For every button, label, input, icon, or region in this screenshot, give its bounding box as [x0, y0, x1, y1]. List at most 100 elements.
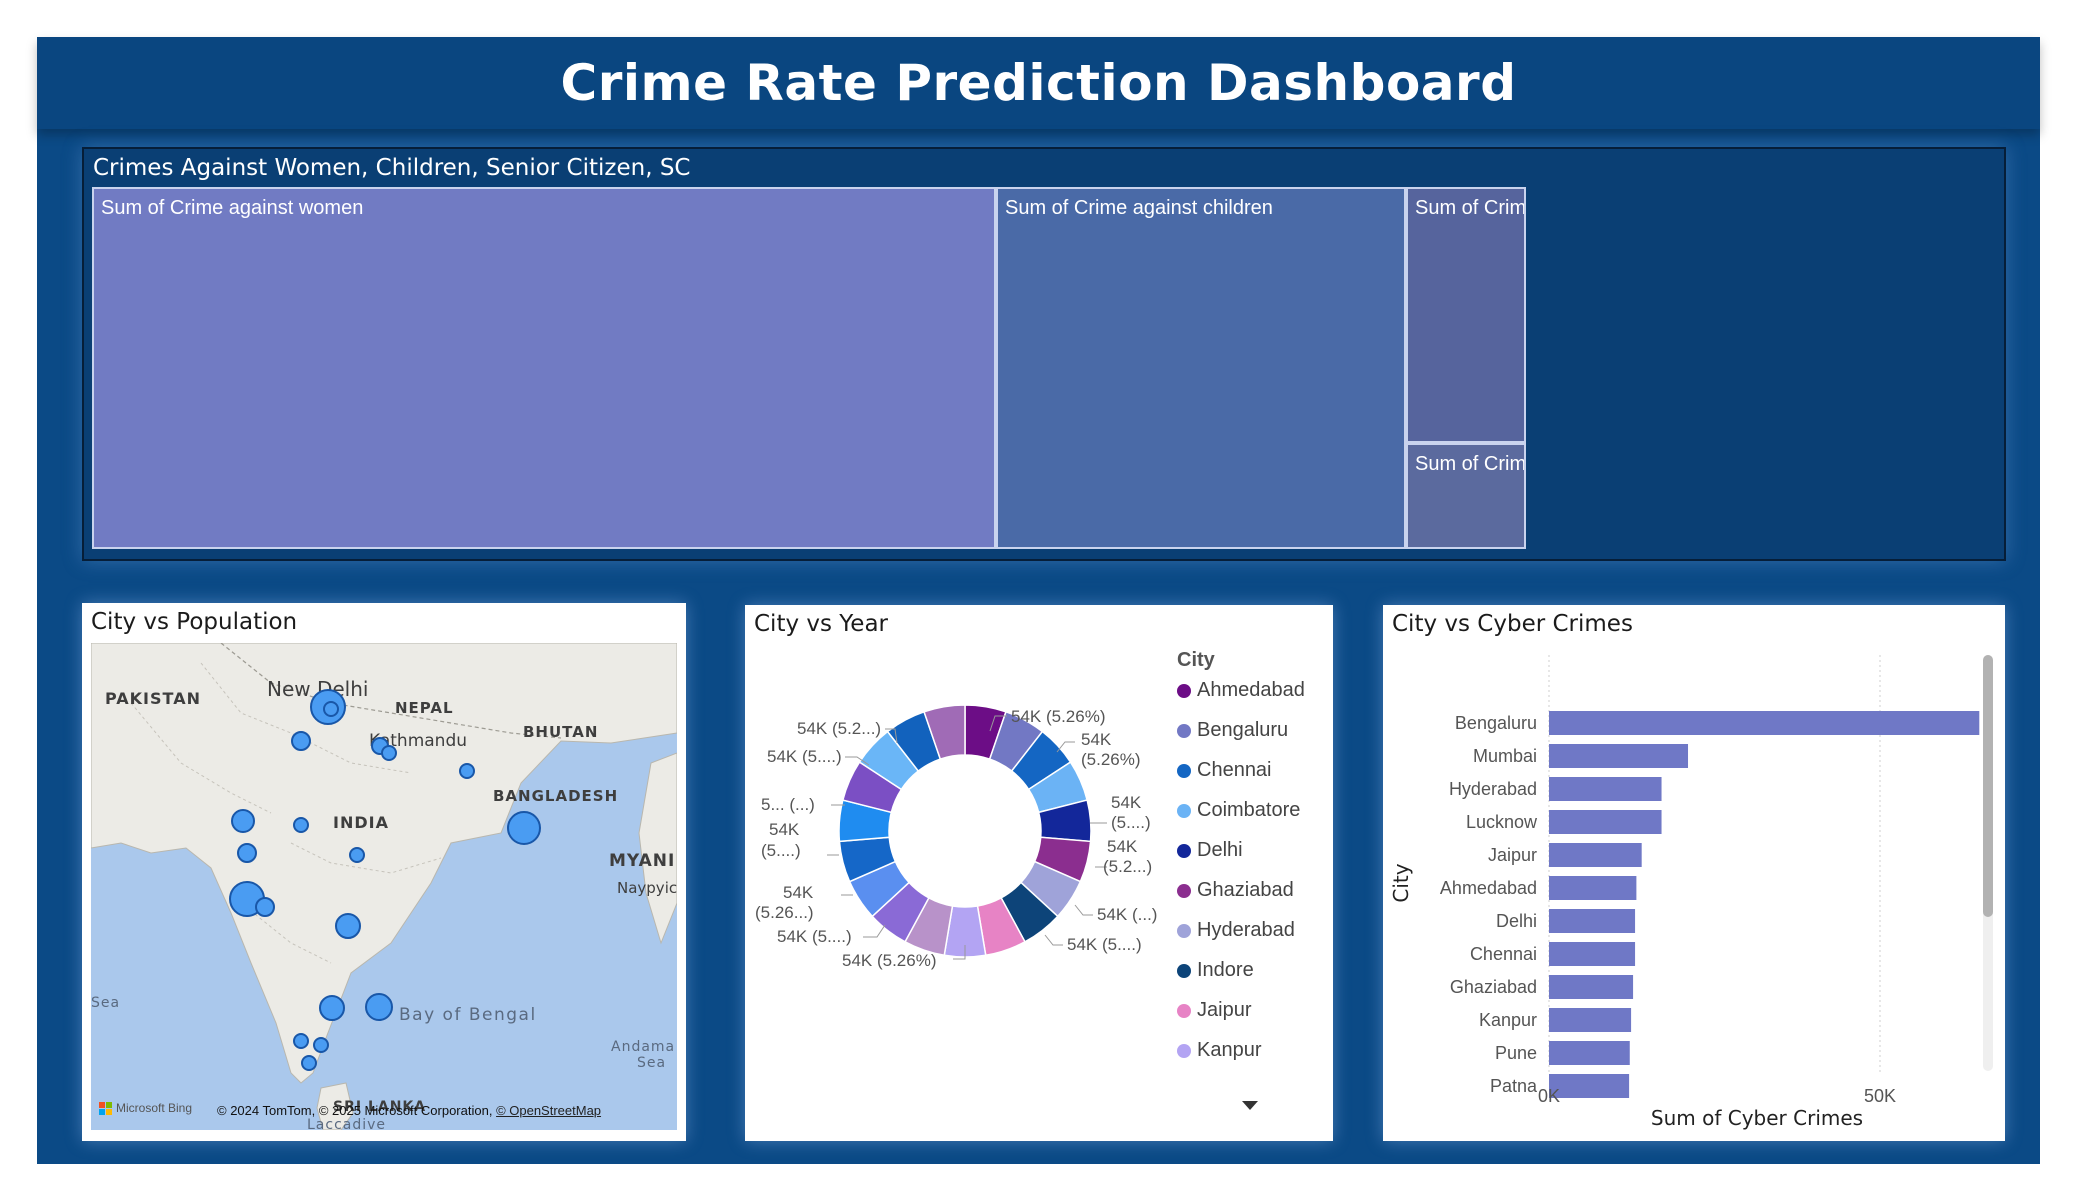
legend-label: Ahmedabad — [1197, 679, 1305, 701]
bar-scrollbar-track[interactable] — [1983, 655, 1993, 1071]
cyber-crimes-bar[interactable] — [1549, 975, 1634, 999]
city-bubble[interactable] — [255, 897, 275, 917]
legend-item[interactable]: Indore — [1177, 959, 1254, 982]
legend-label: Indore — [1197, 959, 1254, 981]
donut-data-label: (5.26%) — [1081, 750, 1141, 769]
map-label-andaman: Andama — [611, 1039, 676, 1055]
bing-label: Microsoft Bing — [116, 1101, 193, 1115]
tile-crime-against-women[interactable]: Sum of Crime against women — [92, 187, 996, 549]
legend-item[interactable]: Bengaluru — [1177, 719, 1288, 742]
legend-item[interactable]: Kanpur — [1177, 1039, 1262, 1062]
city-bubble[interactable] — [459, 763, 475, 779]
cyber-crimes-bar[interactable] — [1549, 711, 1980, 735]
city-bubble[interactable] — [291, 731, 311, 751]
city-bubble[interactable] — [335, 913, 361, 939]
tile-label: Sum of Crime against women — [101, 197, 364, 219]
cyber-crimes-bar[interactable] — [1549, 843, 1642, 867]
donut-visual[interactable]: City vs Year 54K (5.26%) 54K — [745, 605, 1333, 1141]
legend-item[interactable]: Delhi — [1177, 839, 1243, 862]
donut-segment[interactable] — [923, 704, 966, 761]
donut-data-label: 5... (...) — [761, 795, 815, 814]
legend-item[interactable]: Jaipur — [1177, 999, 1251, 1022]
city-bubble[interactable] — [231, 809, 255, 833]
y-category-label: Delhi — [1496, 911, 1537, 931]
city-bubble[interactable] — [323, 701, 339, 717]
legend-swatch — [1177, 803, 1191, 818]
legend-swatch — [1177, 963, 1191, 978]
y-category-label: Bengaluru — [1455, 713, 1537, 733]
map-label-laccadive: Laccadive — [307, 1117, 387, 1130]
legend-swatch — [1177, 923, 1191, 938]
legend-swatch — [1177, 883, 1191, 898]
donut-data-label: 54K — [783, 883, 814, 902]
donut-data-label: (5.2...) — [1103, 857, 1152, 876]
map-visual[interactable]: City vs Population PAKISTAN New Delhi NE… — [82, 603, 686, 1141]
city-bubble[interactable] — [349, 847, 365, 863]
map-label-naypyidaw: Naypyic — [617, 879, 677, 897]
cyber-crimes-bar[interactable] — [1549, 909, 1636, 933]
cyber-crimes-bar[interactable] — [1549, 1074, 1630, 1098]
map-attribution: © 2024 TomTom, © 2025 Microsoft Corporat… — [217, 1103, 601, 1118]
legend-item[interactable]: Chennai — [1177, 759, 1272, 782]
donut-data-label: 54K (5....) — [1067, 935, 1142, 954]
donut-data-labels: 54K (5.26%) 54K (5.26%) 54K (5....) 54K … — [755, 707, 1157, 970]
legend-scroll-down-icon[interactable] — [1242, 1101, 1258, 1110]
legend-swatch — [1177, 723, 1191, 738]
treemap-visual[interactable]: Crimes Against Women, Children, Senior C… — [82, 147, 2006, 561]
cyber-crimes-visual[interactable]: City vs Cyber Crimes Bengaluru Mumbai Hyde… — [1383, 605, 2005, 1141]
city-bubble[interactable] — [293, 1033, 309, 1049]
microsoft-logo-icon — [99, 1101, 112, 1115]
tile-crime-sc[interactable]: Sum of Crime... — [1406, 443, 1526, 549]
tile-crime-against-children[interactable]: Sum of Crime against children — [996, 187, 1406, 549]
x-tick-label: 50K — [1864, 1086, 1896, 1106]
donut-data-label: 54K (5.2...) — [797, 719, 881, 738]
legend-label: Jaipur — [1197, 999, 1252, 1021]
legend-swatch — [1177, 683, 1191, 698]
city-bubble[interactable] — [301, 1055, 317, 1071]
city-bubble[interactable] — [293, 817, 309, 833]
osm-link[interactable]: © OpenStreetMap — [496, 1103, 602, 1118]
cyber-crimes-bar[interactable] — [1549, 876, 1637, 900]
legend-item[interactable]: Coimbatore — [1177, 799, 1300, 822]
city-bubble[interactable] — [237, 843, 257, 863]
legend-item[interactable]: Ghaziabad — [1177, 879, 1294, 902]
donut-title: City vs Year — [754, 611, 888, 637]
tile-crime-senior-citizen[interactable]: Sum of Crime... — [1406, 187, 1526, 443]
legend-swatch — [1177, 843, 1191, 858]
y-category-label: Kanpur — [1479, 1010, 1537, 1030]
y-category-label: Hyderabad — [1449, 779, 1537, 799]
legend-label: Kanpur — [1197, 1039, 1262, 1061]
cyber-crimes-bar[interactable] — [1549, 942, 1636, 966]
legend-item[interactable]: Hyderabad — [1177, 919, 1295, 942]
donut-legend: City Ahmedabad Bengaluru Chennai Coimbatore… — [1177, 649, 1327, 1069]
cyber-crimes-bar[interactable] — [1549, 810, 1662, 834]
bar-scrollbar-thumb[interactable] — [1983, 655, 1993, 917]
city-bubble[interactable] — [507, 811, 541, 845]
donut-chart[interactable]: 54K (5.26%) 54K (5.26%) 54K (5....) 54K … — [745, 645, 1165, 1115]
y-category-label: Jaipur — [1488, 845, 1537, 865]
map-label-bay-of-bengal: Bay of Bengal — [399, 1005, 537, 1025]
legend-title: City — [1177, 649, 1215, 671]
bar-chart-title: City vs Cyber Crimes — [1392, 611, 1633, 637]
map-title: City vs Population — [91, 609, 298, 635]
map-label-andaman-sea: Sea — [637, 1055, 667, 1071]
legend-item[interactable]: Ahmedabad — [1177, 679, 1305, 702]
tile-label: Sum of Crime... — [1415, 453, 1526, 475]
cyber-crimes-bar[interactable] — [1549, 777, 1662, 801]
city-bubble[interactable] — [365, 993, 393, 1021]
city-bubble[interactable] — [319, 995, 345, 1021]
y-category-label: Pune — [1495, 1043, 1537, 1063]
city-bubble[interactable] — [313, 1037, 329, 1053]
legend-label: Bengaluru — [1197, 719, 1289, 741]
city-bubble[interactable] — [381, 745, 397, 761]
donut-data-label: 54K (5.26%) — [1011, 707, 1106, 726]
map-label-bhutan: BHUTAN — [523, 723, 599, 741]
y-category-label: Mumbai — [1473, 746, 1537, 766]
cyber-crimes-bar[interactable] — [1549, 1008, 1632, 1032]
bar-chart[interactable]: Bengaluru Mumbai Hyderabad Lucknow Jaipur Ahm… — [1383, 605, 2005, 1141]
y-category-label: Lucknow — [1466, 812, 1538, 832]
cyber-crimes-bar[interactable] — [1549, 1041, 1630, 1065]
donut-data-label: 54K (5....) — [777, 927, 852, 946]
map-canvas[interactable]: PAKISTAN New Delhi NEPAL Kathmandu BHUTA… — [91, 643, 677, 1130]
cyber-crimes-bar[interactable] — [1549, 744, 1689, 768]
